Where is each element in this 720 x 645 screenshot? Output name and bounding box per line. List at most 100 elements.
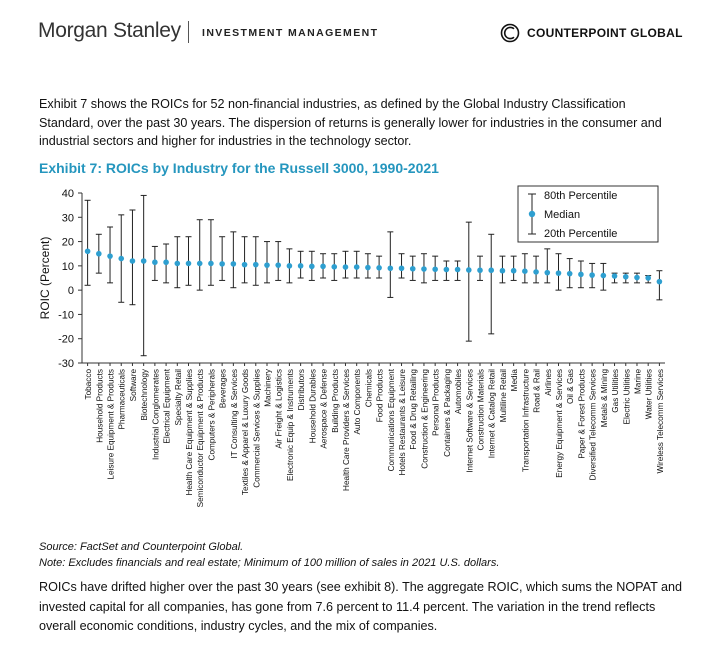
x-tick-label: Energy Equipment & Services bbox=[555, 369, 564, 478]
legend-p80-label: 80th Percentile bbox=[544, 190, 617, 202]
intro-paragraph: Exhibit 7 shows the ROICs for 52 non-fin… bbox=[39, 97, 662, 148]
legend-median-point bbox=[528, 210, 536, 218]
median-point bbox=[589, 272, 595, 278]
median-point bbox=[96, 250, 102, 257]
median-point bbox=[129, 258, 136, 264]
median-point bbox=[622, 273, 629, 280]
median-point bbox=[443, 266, 450, 273]
median-point bbox=[365, 264, 371, 271]
x-tick-label: Media bbox=[510, 369, 519, 392]
median-point bbox=[656, 278, 663, 285]
counterpoint-logo-icon bbox=[500, 23, 520, 43]
header-divider bbox=[188, 21, 189, 43]
median-point bbox=[533, 269, 539, 275]
median-point bbox=[387, 265, 394, 272]
x-tick-label: Internet Software & Services bbox=[465, 369, 474, 473]
median-point bbox=[152, 259, 158, 266]
x-tick-label: Biotechnology bbox=[140, 368, 149, 420]
x-tick-label: Electrical Equipment bbox=[163, 368, 172, 443]
x-tick-label: Beverages bbox=[219, 369, 228, 408]
outro-paragraph: ROICs have drifted higher over the past … bbox=[39, 580, 683, 633]
x-tick-label: Auto Components bbox=[353, 369, 362, 435]
x-tick-label: Building Products bbox=[331, 369, 340, 433]
median-point bbox=[286, 263, 293, 269]
x-tick-label: Road & Rail bbox=[533, 369, 542, 413]
x-tick-label: Industrial Conglomerates bbox=[151, 369, 160, 460]
x-tick-label: Communications Equipment bbox=[387, 368, 396, 471]
median-point bbox=[264, 262, 270, 268]
y-tick-label: -10 bbox=[58, 309, 74, 321]
x-tick-label: Airlines bbox=[544, 369, 553, 396]
median-point bbox=[432, 266, 438, 273]
brand-logo: Morgan Stanley bbox=[38, 19, 181, 42]
x-tick-label: Textiles & Apparel & Luxury Goods bbox=[241, 369, 250, 495]
median-point bbox=[544, 269, 551, 276]
x-tick-label: Chemicals bbox=[364, 369, 373, 407]
partner-logo: COUNTERPOINT GLOBAL bbox=[500, 22, 683, 44]
y-tick-label: 20 bbox=[62, 237, 74, 249]
median-point bbox=[398, 265, 405, 272]
x-tick-label: Household Products bbox=[95, 369, 104, 443]
x-tick-label: Food & Drug Retailing bbox=[409, 369, 418, 450]
median-point bbox=[465, 267, 472, 273]
median-point bbox=[578, 271, 584, 278]
y-tick-label: 0 bbox=[68, 285, 74, 297]
x-tick-label: Software bbox=[129, 369, 138, 402]
x-tick-label: Automobiles bbox=[454, 369, 463, 414]
x-tick-label: Machinery bbox=[263, 368, 272, 407]
median-point bbox=[275, 262, 282, 268]
y-tick-label: 10 bbox=[62, 261, 74, 273]
x-tick-label: Metals & Mining bbox=[600, 369, 609, 428]
x-tick-label: Commercial Services & Supplies bbox=[252, 369, 261, 488]
x-tick-label: Containers & Packaging bbox=[443, 369, 452, 457]
median-point bbox=[409, 265, 416, 272]
source-note: Source: FactSet and Counterpoint Global. bbox=[39, 541, 244, 553]
median-point bbox=[219, 261, 225, 267]
median-point bbox=[499, 267, 506, 274]
median-point bbox=[297, 263, 304, 269]
x-tick-label: Specialty Retail bbox=[174, 369, 183, 426]
median-point bbox=[488, 267, 495, 274]
x-tick-label: Food Products bbox=[376, 369, 385, 422]
x-tick-label: Pharmaceuticals bbox=[118, 369, 127, 430]
x-tick-label: Health Care Providers & Services bbox=[342, 369, 351, 491]
x-tick-label: Personal Products bbox=[432, 369, 441, 436]
x-tick-label: Air Freight & Logistics bbox=[275, 369, 284, 449]
median-point bbox=[320, 263, 326, 270]
median-point bbox=[566, 270, 573, 277]
median-point bbox=[645, 275, 651, 281]
x-tick-label: Aerospace & Defense bbox=[320, 369, 329, 449]
y-axis-label: ROIC (Percent) bbox=[38, 237, 52, 320]
x-tick-label: Household Durables bbox=[308, 369, 317, 443]
median-point bbox=[555, 270, 562, 276]
legend-p20-label: 20th Percentile bbox=[544, 228, 617, 240]
x-tick-label: Construction & Engineering bbox=[420, 369, 429, 469]
x-tick-label: Semiconductor Equipment & Products bbox=[196, 369, 205, 507]
x-tick-label: Wireless Telecomm Services bbox=[656, 369, 665, 474]
x-tick-label: Oil & Gas bbox=[566, 369, 575, 404]
x-tick-label: Distributors bbox=[297, 369, 306, 410]
y-tick-label: 40 bbox=[62, 188, 74, 200]
median-point bbox=[241, 261, 248, 268]
x-tick-label: Construction Materials bbox=[477, 369, 486, 450]
x-tick-label: Health Care Equipment & Supplies bbox=[185, 369, 194, 496]
partner-name: COUNTERPOINT GLOBAL bbox=[527, 26, 683, 40]
x-tick-label: Marine bbox=[633, 369, 642, 394]
median-point bbox=[600, 272, 607, 279]
median-point bbox=[477, 267, 483, 274]
page-header: Morgan Stanley INVESTMENT MANAGEMENT COU… bbox=[0, 0, 720, 60]
x-tick-label: Internet & Catalog Retail bbox=[488, 369, 497, 458]
x-tick-label: IT Consulting & Services bbox=[230, 369, 239, 459]
x-tick-label: Computers & Peripherals bbox=[207, 369, 216, 460]
median-point bbox=[107, 253, 113, 259]
exhibit-title: Exhibit 7: ROICs by Industry for the Rus… bbox=[39, 160, 439, 176]
y-tick-label: -30 bbox=[58, 358, 74, 370]
x-tick-label: Paper & Forest Products bbox=[577, 369, 586, 459]
median-point bbox=[84, 248, 91, 255]
legend-median-label: Median bbox=[544, 209, 580, 221]
median-point bbox=[163, 259, 169, 266]
median-point bbox=[309, 263, 315, 270]
x-tick-label: Multiline Retail bbox=[499, 369, 508, 422]
median-point bbox=[342, 264, 349, 270]
